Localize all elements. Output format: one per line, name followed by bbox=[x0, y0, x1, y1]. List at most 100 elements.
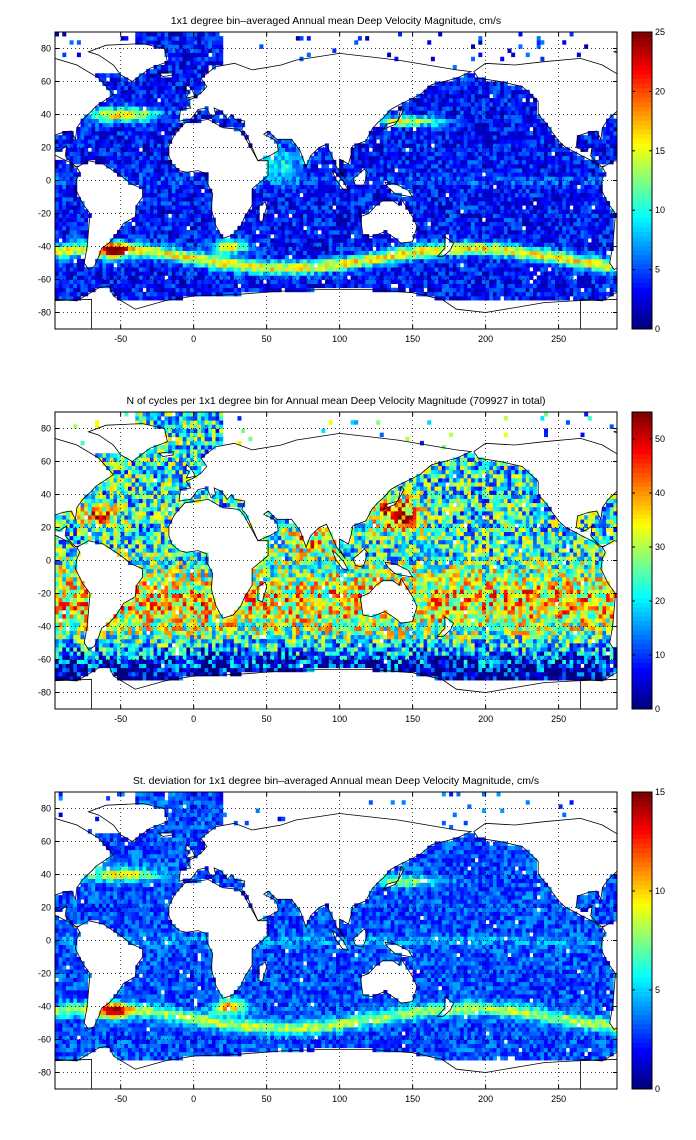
heatmap-cell bbox=[467, 250, 472, 256]
heatmap-cell bbox=[511, 225, 516, 231]
heatmap-cell bbox=[310, 217, 315, 223]
heatmap-cell bbox=[408, 172, 413, 177]
heatmap-cell bbox=[325, 267, 330, 272]
heatmap-cell bbox=[394, 176, 399, 181]
heatmap-cell bbox=[533, 234, 538, 239]
heatmap-cell bbox=[576, 159, 581, 165]
heatmap-cell bbox=[168, 254, 173, 260]
heatmap-cell bbox=[135, 275, 140, 280]
heatmap-cell bbox=[478, 283, 483, 289]
heatmap-cell bbox=[138, 139, 143, 144]
heatmap-cell bbox=[179, 242, 184, 247]
heatmap-cell bbox=[518, 234, 523, 239]
heatmap-cell bbox=[168, 188, 173, 194]
heatmap-cell bbox=[138, 242, 143, 247]
heatmap-cell bbox=[390, 164, 395, 169]
heatmap-cell bbox=[175, 271, 180, 276]
heatmap-cell bbox=[263, 275, 268, 280]
heatmap-cell bbox=[204, 283, 209, 289]
heatmap-cell bbox=[609, 143, 614, 148]
heatmap-cell bbox=[233, 263, 238, 268]
heatmap-cell bbox=[58, 267, 63, 272]
heatmap-cell bbox=[160, 267, 165, 272]
heatmap-cell bbox=[485, 197, 490, 202]
heatmap-cell bbox=[595, 139, 600, 144]
heatmap-cell bbox=[182, 213, 187, 218]
heatmap-cell bbox=[456, 279, 461, 284]
heatmap-cell bbox=[193, 287, 198, 293]
heatmap-cell bbox=[496, 254, 501, 260]
heatmap-cell bbox=[171, 188, 176, 194]
heatmap-cell bbox=[252, 221, 257, 227]
heatmap-cell bbox=[175, 205, 180, 210]
heatmap-cell bbox=[430, 168, 435, 173]
heatmap-cell bbox=[540, 192, 545, 198]
heatmap-cell bbox=[514, 246, 519, 251]
heatmap-cell bbox=[197, 279, 202, 284]
heatmap-cell bbox=[365, 197, 370, 202]
heatmap-cell bbox=[376, 197, 381, 202]
heatmap-cell bbox=[580, 168, 585, 173]
heatmap-cell bbox=[565, 242, 570, 247]
heatmap-cell bbox=[430, 201, 435, 206]
heatmap-cell bbox=[80, 238, 85, 243]
heatmap-cell bbox=[314, 271, 319, 276]
heatmap-cell bbox=[419, 151, 424, 157]
heatmap-cell bbox=[146, 176, 151, 181]
heatmap-cell bbox=[270, 250, 275, 256]
heatmap-cell bbox=[266, 279, 271, 284]
heatmap-cell bbox=[500, 238, 505, 243]
heatmap-cell bbox=[168, 217, 173, 223]
heatmap-cell bbox=[606, 209, 611, 214]
heatmap-cell bbox=[299, 209, 304, 214]
heatmap-cell bbox=[288, 283, 293, 289]
heatmap-cell bbox=[65, 267, 70, 272]
heatmap-cell bbox=[441, 147, 446, 152]
heatmap-cell bbox=[65, 217, 70, 223]
heatmap-cell bbox=[175, 263, 180, 268]
heatmap-cell bbox=[514, 172, 519, 177]
heatmap-cell bbox=[197, 275, 202, 280]
heatmap-cell bbox=[146, 188, 151, 194]
heatmap-cell bbox=[609, 234, 614, 239]
heatmap-cell bbox=[299, 271, 304, 276]
heatmap-cell bbox=[175, 201, 180, 206]
heatmap-cell bbox=[460, 225, 465, 231]
heatmap-cell bbox=[511, 217, 516, 223]
heatmap-cell bbox=[514, 267, 519, 272]
heatmap-cell bbox=[522, 254, 527, 260]
heatmap-cell bbox=[463, 254, 468, 260]
heatmap-cell bbox=[164, 246, 169, 251]
heatmap-cell bbox=[273, 279, 278, 284]
heatmap-cell bbox=[474, 213, 479, 218]
heatmap-cell bbox=[368, 275, 373, 280]
heatmap-cell bbox=[460, 155, 465, 161]
heatmap-cell bbox=[573, 246, 578, 251]
heatmap-cell bbox=[277, 287, 282, 293]
heatmap-cell bbox=[168, 201, 173, 206]
heatmap-cell bbox=[460, 271, 465, 276]
heatmap-cell bbox=[598, 287, 603, 293]
heatmap-cell bbox=[168, 197, 173, 202]
heatmap-cell bbox=[127, 221, 132, 227]
heatmap-cell bbox=[609, 155, 614, 161]
heatmap-cell bbox=[376, 135, 381, 140]
heatmap-cell bbox=[492, 275, 497, 280]
heatmap-cell bbox=[405, 258, 410, 264]
heatmap-cell bbox=[430, 197, 435, 202]
heatmap-cell bbox=[106, 143, 111, 148]
heatmap-cell bbox=[292, 164, 297, 169]
heatmap-cell bbox=[471, 254, 476, 260]
heatmap-cell bbox=[412, 139, 417, 144]
heatmap-cell bbox=[503, 147, 508, 152]
heatmap-cell bbox=[573, 151, 578, 157]
heatmap-cell bbox=[310, 176, 315, 181]
heatmap-cell bbox=[65, 131, 70, 136]
heatmap-cell bbox=[76, 213, 81, 218]
heatmap-cell bbox=[460, 172, 465, 177]
heatmap-cell bbox=[602, 213, 607, 218]
heatmap-cell bbox=[500, 279, 505, 284]
heatmap-cell bbox=[350, 254, 355, 260]
heatmap-cell bbox=[489, 197, 494, 202]
heatmap-cell bbox=[423, 230, 428, 235]
